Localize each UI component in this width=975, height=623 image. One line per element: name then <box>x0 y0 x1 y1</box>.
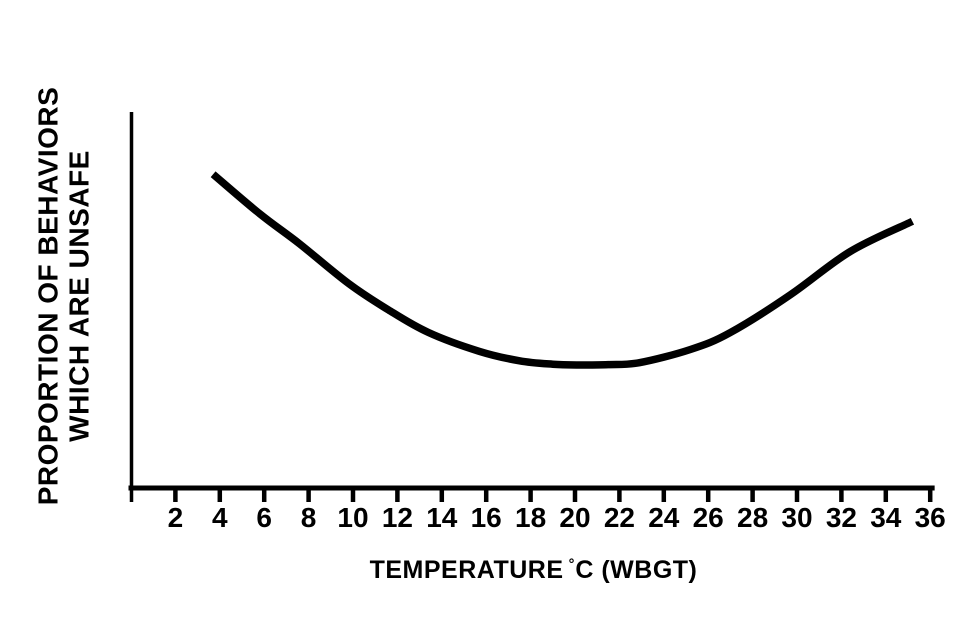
x-tick-label: 22 <box>604 502 635 533</box>
x-axis-label-text: TEMPERATURE <box>369 556 564 584</box>
degree-symbol: ° <box>568 557 575 574</box>
proportion-of-unsafe-behaviors-curve <box>210 171 915 369</box>
x-tick-label: 4 <box>212 502 228 533</box>
x-tick-label: 26 <box>693 502 724 533</box>
x-tick-label: 14 <box>426 502 458 533</box>
x-tick-label: 2 <box>168 502 184 533</box>
x-tick-label: 36 <box>915 502 946 533</box>
x-tick-label: 10 <box>337 502 368 533</box>
x-tick-label: 28 <box>737 502 768 533</box>
x-tick-label: 34 <box>870 502 902 533</box>
x-tick-label: 18 <box>515 502 546 533</box>
x-tick-label: 12 <box>382 502 413 533</box>
x-tick-label: 30 <box>781 502 812 533</box>
x-tick-label: 8 <box>301 502 317 533</box>
x-tick-label: 16 <box>471 502 502 533</box>
x-tick-label: 24 <box>648 502 680 533</box>
x-tick-label: 6 <box>256 502 272 533</box>
x-tick-label: 20 <box>559 502 590 533</box>
x-axis-label: TEMPERATURE °C (WBGT) <box>132 556 935 585</box>
x-axis-label-unit: C (WBGT) <box>575 556 698 584</box>
x-tick-label: 32 <box>826 502 857 533</box>
